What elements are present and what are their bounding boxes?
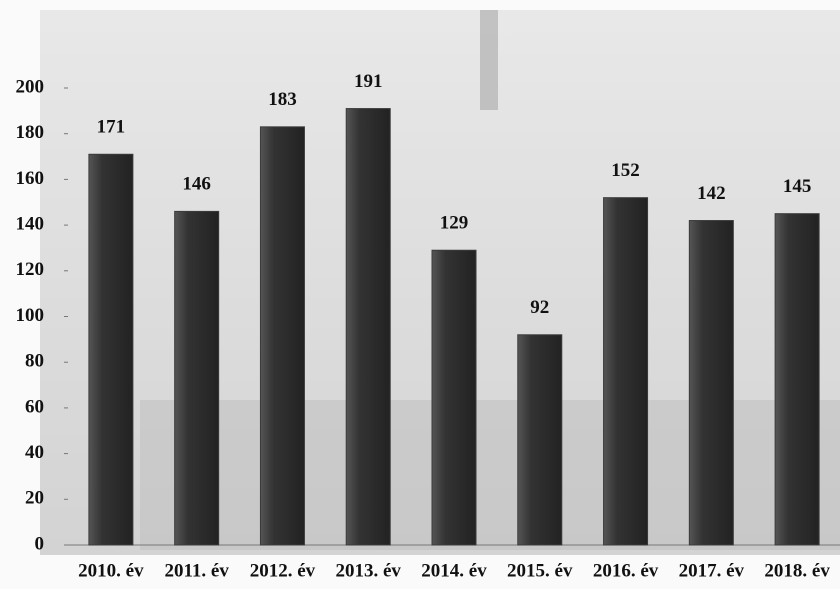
value-label: 145	[783, 176, 812, 197]
value-label: 191	[354, 71, 383, 92]
x-tick-label: 2010. év	[78, 560, 144, 581]
value-label: 152	[611, 160, 640, 181]
bar	[174, 210, 220, 546]
y-tick-label: 80	[25, 351, 44, 372]
bar	[259, 126, 305, 546]
value-label: 142	[697, 183, 726, 204]
x-tick-label: 2018. év	[764, 560, 830, 581]
bar	[603, 197, 649, 546]
bar	[688, 220, 734, 546]
photo-shape	[480, 10, 498, 110]
y-tick-label: 40	[25, 442, 44, 463]
x-tick-label: 2012. év	[250, 560, 316, 581]
y-tick-label: 20	[25, 488, 44, 509]
y-tick-label: 180	[16, 122, 45, 143]
x-tick-label: 2015. év	[507, 560, 573, 581]
y-tick-label: 140	[16, 213, 45, 234]
value-label: 146	[182, 174, 211, 195]
value-label: 183	[268, 89, 297, 110]
bar	[431, 249, 477, 546]
x-tick-label: 2014. év	[421, 560, 487, 581]
value-label: 92	[530, 297, 549, 318]
x-tick-label: 2013. év	[336, 560, 402, 581]
y-tick-label: 200	[16, 76, 45, 97]
y-tick-label: 120	[16, 259, 45, 280]
x-tick-label: 2017. év	[679, 560, 745, 581]
x-tick-label: 2016. év	[593, 560, 659, 581]
y-tick-label: 0	[35, 533, 45, 554]
y-tick-label: 60	[25, 396, 44, 417]
y-tick-label: 100	[16, 305, 45, 326]
photo-shape	[140, 400, 840, 550]
bar	[88, 153, 134, 546]
x-tick-label: 2011. év	[164, 560, 229, 581]
value-label: 129	[440, 213, 469, 234]
value-label: 171	[97, 117, 126, 138]
bar	[517, 334, 563, 546]
bar	[345, 108, 391, 546]
bar	[774, 213, 820, 546]
y-tick-label: 160	[16, 168, 45, 189]
